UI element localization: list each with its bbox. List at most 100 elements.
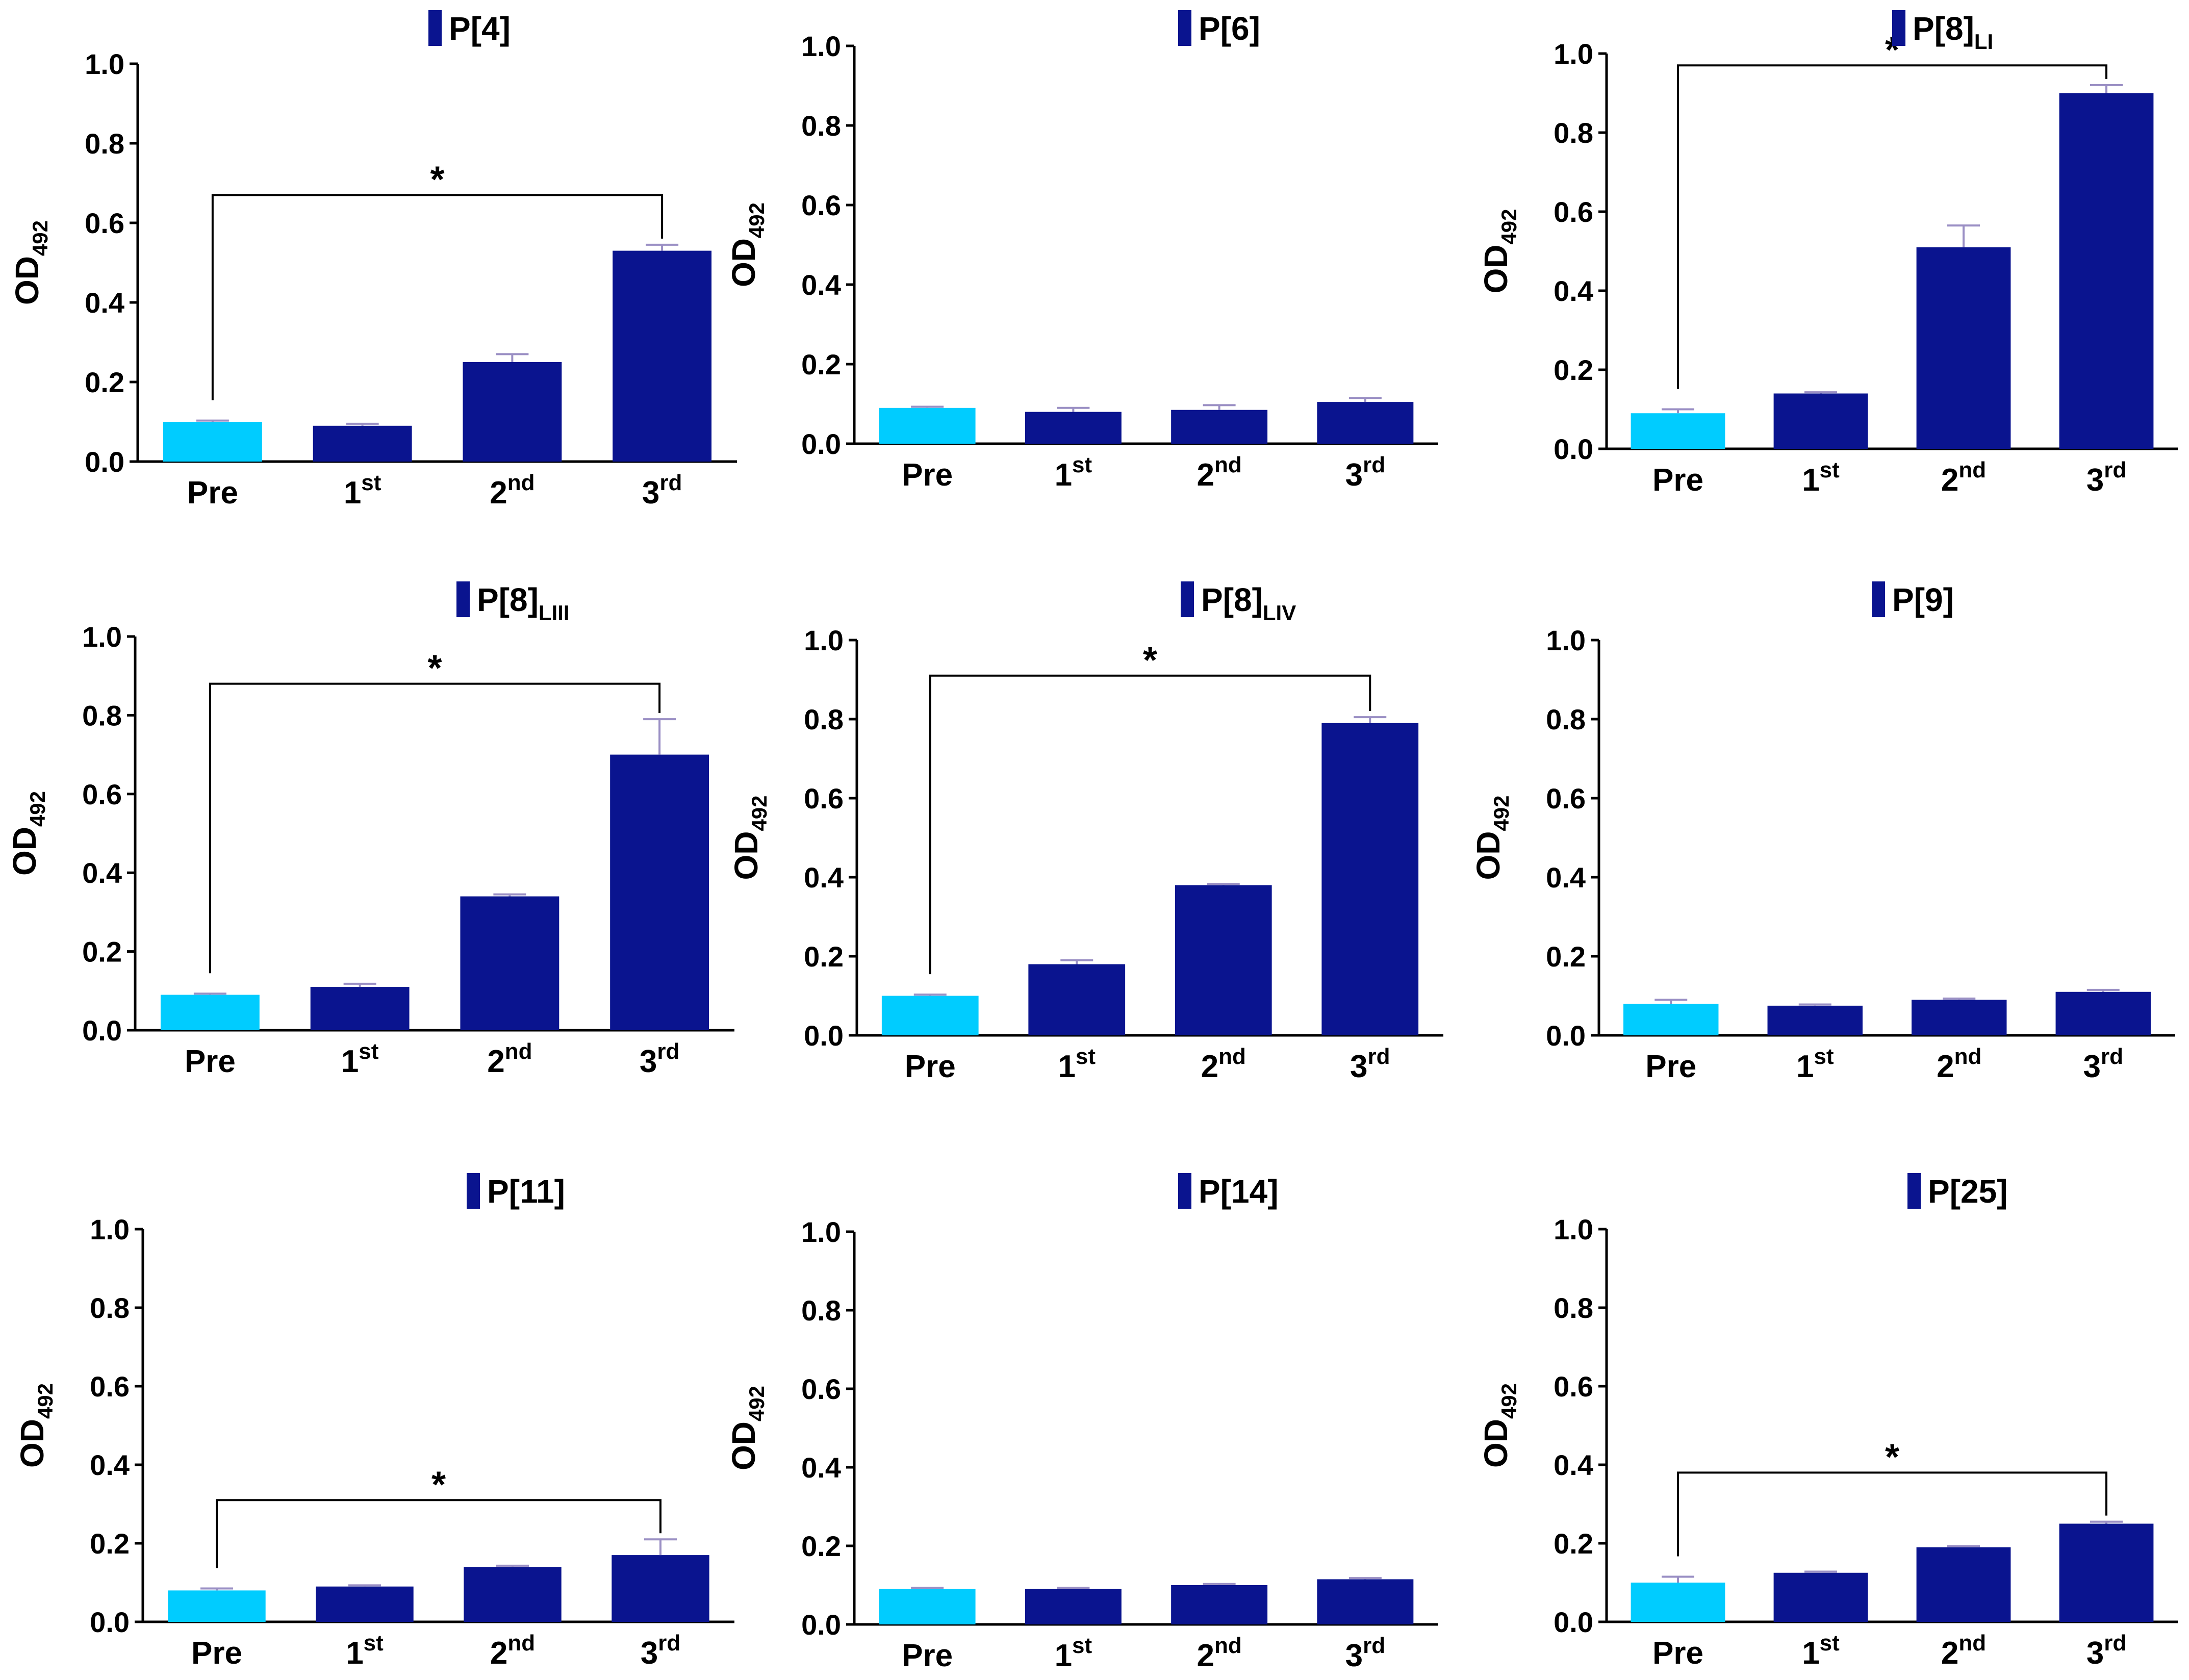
bar-dose-3 [2055,991,2151,1035]
bar-dose-3 [613,250,712,462]
bar-dose-1 [310,987,410,1030]
legend-label: P[8]LIII [477,581,570,625]
error-bar [1804,1570,1837,1573]
error-bar [911,1587,944,1589]
bar-dose-3 [1317,1579,1414,1624]
x-tick-label: Pre [1645,1049,1696,1084]
bar-dose-2 [1916,1547,2011,1622]
x-tick-label: Pre [185,1044,236,1079]
error-bar [200,1587,233,1591]
y-tick-label: 1.0 [82,621,122,653]
y-tick-label: 1.0 [804,624,844,656]
y-tick-label: 0.8 [1554,117,1593,149]
y-tick-label: 0.4 [801,269,841,301]
y-axis-label: OD492 [725,1386,769,1470]
error-bar [643,718,676,755]
error-bar [1348,1577,1382,1580]
y-tick-label: 0.4 [90,1449,130,1481]
error-bar [496,1564,529,1567]
y-tick-label: 0.4 [801,1452,841,1484]
legend-swatch [1872,581,1885,617]
bar-dose-3 [2059,93,2154,449]
error-bar [1348,397,1382,402]
bar-dose-2 [1175,885,1272,1035]
y-tick-label: 0.2 [90,1528,130,1560]
y-tick-label: 0.6 [801,189,841,221]
bar-dose-1 [1773,393,1868,449]
error-bar [2086,988,2120,992]
y-tick-label: 0.6 [85,207,124,239]
legend-swatch [1178,1173,1191,1209]
significance-bracket [216,1499,661,1568]
error-bar [1798,1003,1831,1006]
x-tick-label: 1st [344,470,381,511]
legend-swatch [1907,1173,1921,1209]
error-bar [1057,1587,1090,1589]
significance-bracket [1677,64,2107,389]
y-tick-label: 0.2 [801,348,841,380]
error-bar [1804,391,1837,394]
x-tick-label: Pre [902,1638,953,1673]
error-bar [346,422,379,426]
y-tick-label: 0.8 [82,699,122,731]
y-tick-label: 0.6 [1546,782,1586,814]
y-tick-label: 0.0 [90,1606,130,1638]
y-tick-label: 0.2 [82,936,122,968]
error-bar [911,405,944,408]
bar-dose-1 [316,1586,414,1622]
y-tick-label: 0.2 [801,1530,841,1562]
bar-dose-2 [1912,1000,2007,1035]
bar-dose-1 [1028,964,1126,1035]
y-tick-label: 1.0 [85,48,124,80]
x-tick-label: 1st [346,1631,384,1671]
error-bar [913,994,947,996]
bar-dose-3 [2059,1523,2154,1622]
x-tick-label: 3rd [1345,1633,1385,1673]
error-bar [1947,1545,1980,1547]
y-tick-label: 0.0 [801,428,841,460]
bar-dose-3 [612,1555,709,1622]
x-tick-label: 2nd [1937,1044,1981,1084]
y-tick-label: 0.8 [801,1294,841,1327]
bar-pre [1623,1004,1719,1035]
error-bar [1207,883,1240,885]
legend-swatch [428,10,442,46]
bar-dose-1 [1767,1005,1863,1035]
bar-pre [168,1590,266,1622]
legend-label: P[4] [449,10,511,47]
x-tick-label: 2nd [1941,457,1986,498]
error-bar [1060,959,1093,964]
significance-star: * [431,1464,446,1505]
significance-bracket [211,194,664,400]
y-tick-label: 0.4 [1546,861,1586,894]
y-tick-label: 0.8 [1554,1292,1593,1324]
bar-dose-3 [1317,402,1414,444]
error-bar [646,243,679,251]
error-bar [1655,999,1688,1004]
error-bar [1057,406,1090,412]
x-tick-label: 1st [1055,1633,1092,1673]
x-tick-label: 3rd [2083,1044,2123,1084]
y-tick-label: 0.4 [804,861,844,894]
error-bar [2090,1520,2123,1524]
y-tick-label: 0.6 [801,1373,841,1405]
x-tick-label: Pre [187,475,238,511]
y-tick-label: 0.8 [801,110,841,142]
significance-bracket [209,682,661,974]
y-tick-label: 0.0 [804,1020,844,1052]
x-tick-label: 2nd [1197,452,1242,493]
bar-dose-1 [313,425,412,462]
y-tick-label: 0.2 [1554,354,1593,386]
bar-dose-1 [1025,1589,1122,1624]
legend-label: P[14] [1199,1173,1279,1210]
x-tick-label: Pre [905,1049,956,1084]
error-bar [1662,408,1694,414]
bar-dose-2 [1916,247,2011,449]
legend-label: P[6] [1199,10,1260,47]
